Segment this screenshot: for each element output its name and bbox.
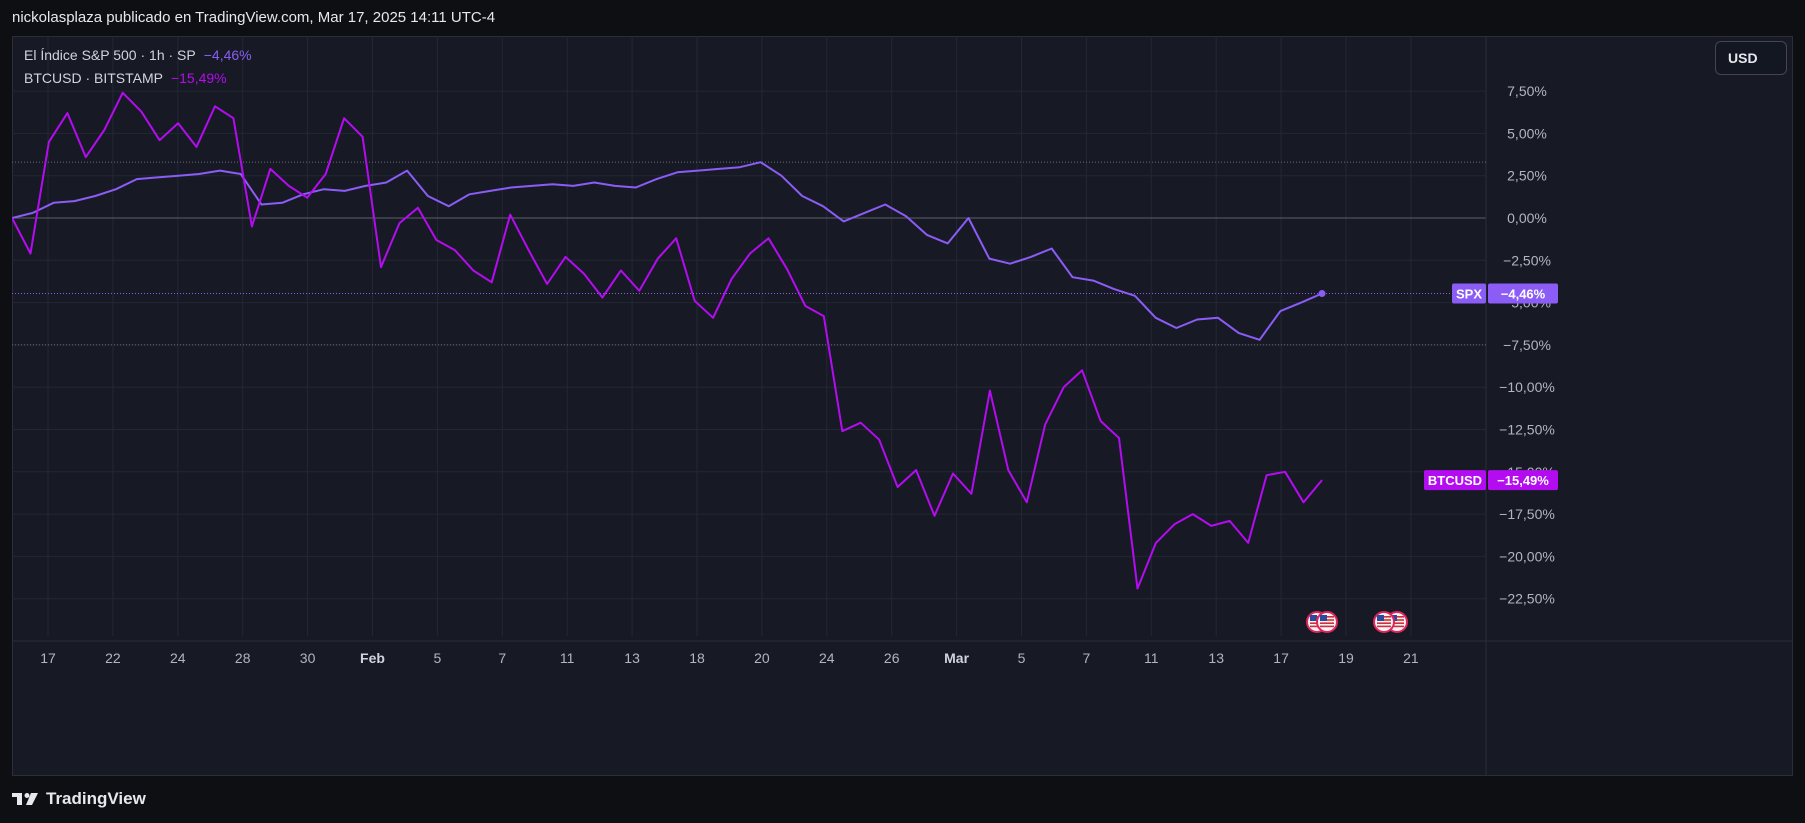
- y-tick-label: −20,00%: [1499, 548, 1555, 564]
- legend-spx-label: El Índice S&P 500 · 1h · SP: [24, 47, 196, 63]
- y-tick-label: −7,50%: [1503, 337, 1551, 353]
- x-tick-label: 26: [884, 650, 900, 666]
- footer-brand-label: TradingView: [46, 789, 146, 808]
- x-tick-label: 13: [624, 650, 640, 666]
- footer-brand[interactable]: TradingView: [12, 789, 146, 809]
- series-line-btcusd[interactable]: [12, 91, 1323, 590]
- legend-btc-change: −15,49%: [170, 70, 227, 86]
- tradingview-logo-icon: [12, 793, 38, 805]
- badge-btc-label: BTCUSD: [1428, 473, 1482, 488]
- x-tick-label: 18: [689, 650, 705, 666]
- x-tick-label: 11: [560, 650, 575, 666]
- series-line-spx[interactable]: [12, 161, 1323, 341]
- y-tick-label: 5,00%: [1507, 125, 1547, 141]
- badge-btc-value-bg: [1488, 470, 1558, 491]
- line-chart[interactable]: 7,50%5,00%2,50%0,00%−2,50%−5,00%−7,50%−1…: [12, 36, 1793, 776]
- x-tick-label: 28: [235, 650, 251, 666]
- badge-spx-label-bg: [1452, 283, 1486, 304]
- x-tick-label: 5: [1018, 650, 1026, 666]
- x-tick-label: 17: [40, 650, 56, 666]
- x-tick-label: Feb: [360, 650, 385, 666]
- legend-spx-change: −4,46%: [203, 47, 252, 63]
- x-tick-label: Mar: [944, 650, 969, 666]
- x-tick-label: 24: [170, 650, 186, 666]
- y-tick-label: 0,00%: [1507, 210, 1547, 226]
- x-tick-label: 24: [819, 650, 835, 666]
- y-tick-label: 2,50%: [1507, 168, 1547, 184]
- us-flag-icon[interactable]: [1373, 611, 1395, 633]
- y-tick-label: −22,50%: [1499, 591, 1555, 607]
- x-tick-label: 7: [1083, 650, 1091, 666]
- legend-btc-label: BTCUSD · BITSTAMP: [24, 70, 163, 86]
- x-tick-label: 22: [105, 650, 121, 666]
- publish-header: nickolasplaza publicado en TradingView.c…: [12, 9, 496, 26]
- y-tick-label: 7,50%: [1507, 83, 1547, 99]
- legend-btc[interactable]: BTCUSD · BITSTAMP −15,49%: [24, 70, 227, 86]
- badge-spx-label: SPX: [1456, 286, 1482, 301]
- x-tick-label: 30: [300, 650, 316, 666]
- currency-button[interactable]: USD: [1715, 41, 1787, 75]
- y-tick-label: −2,50%: [1503, 252, 1551, 268]
- x-tick-label: 7: [498, 650, 506, 666]
- y-tick-label: −17,50%: [1499, 506, 1555, 522]
- y-tick-label: −10,00%: [1499, 379, 1555, 395]
- x-tick-label: 20: [754, 650, 770, 666]
- badge-btc-value: −15,49%: [1497, 473, 1549, 488]
- x-tick-label: 17: [1273, 650, 1289, 666]
- legend-spx[interactable]: El Índice S&P 500 · 1h · SP −4,46%: [24, 47, 252, 63]
- y-tick-label: −12,50%: [1499, 422, 1555, 438]
- x-tick-label: 19: [1338, 650, 1354, 666]
- us-flag-icon[interactable]: [1316, 611, 1338, 633]
- badge-spx-value-bg: [1488, 283, 1558, 304]
- chart-frame[interactable]: [12, 36, 1793, 776]
- x-tick-label: 5: [434, 650, 442, 666]
- badge-spx-value: −4,46%: [1501, 286, 1546, 301]
- x-tick-label: 11: [1144, 650, 1159, 666]
- spx-last-point: [1318, 289, 1326, 297]
- x-tick-label: 13: [1208, 650, 1224, 666]
- x-tick-label: 21: [1403, 650, 1419, 666]
- badge-btc-label-bg: [1424, 470, 1486, 491]
